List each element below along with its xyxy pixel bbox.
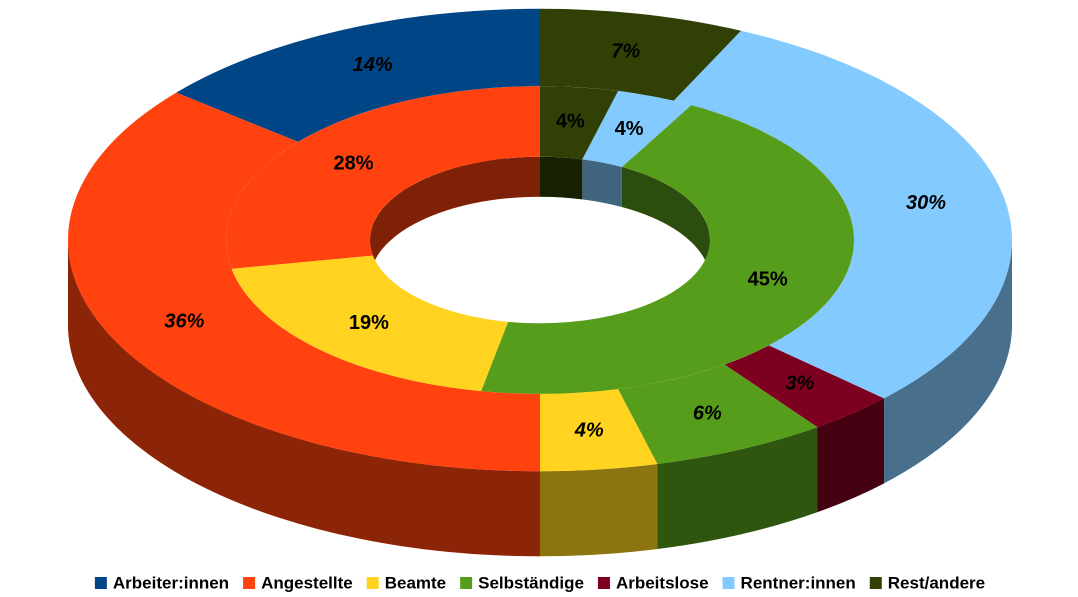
slice-side-shade xyxy=(884,240,1012,484)
slice-side xyxy=(817,398,885,513)
legend-label: Selbständige xyxy=(478,573,584,592)
value-label: 19% xyxy=(349,312,389,334)
slice xyxy=(582,90,692,168)
slice xyxy=(673,30,1012,399)
slice xyxy=(481,105,854,394)
slice-side xyxy=(657,427,818,550)
slice-side xyxy=(540,464,658,557)
value-label: 14% xyxy=(353,54,393,76)
legend-swatch xyxy=(366,577,379,589)
legend-label: Arbeiter:innen xyxy=(113,573,229,592)
hole-walls xyxy=(370,156,710,280)
slice xyxy=(540,389,658,472)
value-label: 7% xyxy=(611,40,640,62)
slice xyxy=(67,92,540,472)
legend-label: Arbeitslose xyxy=(616,573,709,592)
slice xyxy=(540,8,741,101)
slice-side xyxy=(884,240,1012,484)
value-label: 36% xyxy=(164,310,204,332)
value-label: 4% xyxy=(615,118,644,140)
slice-side-shade xyxy=(68,240,540,557)
slice xyxy=(540,86,619,160)
legend-swatch xyxy=(94,577,107,589)
legend-label: Angestellte xyxy=(261,573,353,592)
legend-label: Rentner:innen xyxy=(741,573,856,592)
slice xyxy=(724,345,885,428)
value-label: 4% xyxy=(556,111,585,133)
legend-label: Rest/andere xyxy=(888,573,985,592)
hole-side-shade xyxy=(621,167,710,280)
slice-side-shade xyxy=(657,427,818,550)
value-label: 4% xyxy=(574,419,604,441)
legend-swatch xyxy=(869,577,882,589)
legend-swatch xyxy=(722,577,735,589)
slice xyxy=(176,8,540,142)
value-label: 30% xyxy=(906,192,946,214)
slice xyxy=(618,364,818,465)
slice xyxy=(226,86,540,269)
slice-side-shade xyxy=(540,464,658,557)
slice-side xyxy=(68,240,540,557)
value-label: 28% xyxy=(334,153,374,175)
legend: Arbeiter:innen Angestellte Beamte Selbständ… xyxy=(94,573,985,592)
value-label: 45% xyxy=(748,268,788,290)
slice xyxy=(231,255,509,392)
hole-side-shade xyxy=(370,156,540,280)
value-label: 6% xyxy=(693,403,722,425)
legend-swatch xyxy=(597,577,610,589)
slice-side-shade xyxy=(817,398,885,513)
legend-swatch xyxy=(243,577,256,589)
hole-side-shade xyxy=(540,156,583,200)
legend-swatch xyxy=(460,577,473,589)
hole-side-shade xyxy=(582,159,622,208)
value-label: 3% xyxy=(785,373,814,395)
legend-label: Beamte xyxy=(385,573,446,592)
